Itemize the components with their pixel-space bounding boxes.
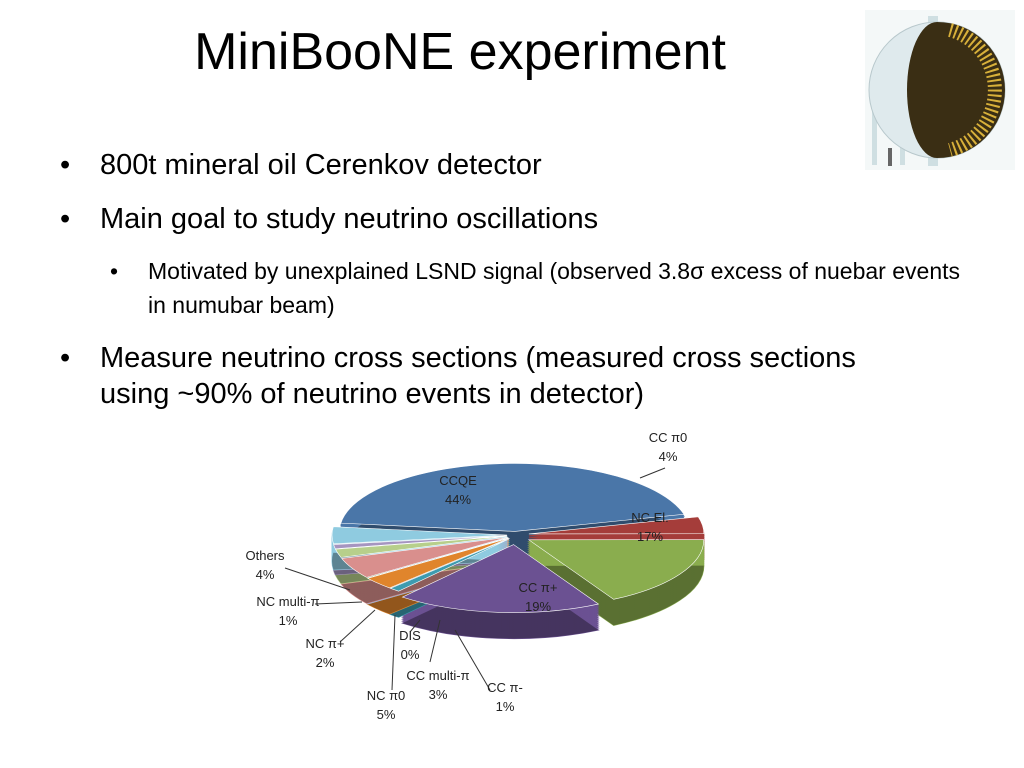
slice [527,539,705,600]
slice-value-label: 19% [525,599,551,614]
slice [528,516,705,535]
slice-value-label: 5% [377,707,396,722]
slice-label: NC El. [631,510,669,525]
slice-value-label: 0% [401,647,420,662]
bullet: 800t mineral oil Cerenkov detector [60,147,960,183]
slice-value-label: 17% [637,529,663,544]
leader-line [454,629,491,691]
slice [340,463,685,532]
slice [401,544,600,613]
slice-label: CC multi-π [406,668,469,683]
sub-bullet: Motivated by unexplained LSND signal (ob… [110,254,968,322]
bullet: Main goal to study neutrino oscillations [60,201,960,237]
leader-line [284,567,351,591]
slice [335,535,508,558]
slice-label: CC π0 [649,430,688,445]
slice-value-label: 44% [445,492,471,507]
slice-value-label: 4% [256,567,275,582]
slice [333,535,508,550]
slice-value-label: 1% [279,613,298,628]
leader-line [314,601,363,605]
slice-label: NC π0 [367,688,406,703]
bullet: Measure neutrino cross sections (measure… [60,340,900,412]
leader-line [429,619,441,663]
leader-line [639,467,666,479]
slice-label: NC π+ [306,636,345,651]
slice-label: CC π+ [519,580,558,595]
detector-illustration [865,10,1015,170]
slice-label: CCQE [439,473,477,488]
slice-label: NC multi-π [256,594,319,609]
slice [331,526,508,545]
slice-label: Others [245,548,285,563]
slice-value-label: 4% [659,449,678,464]
slice-value-label: 2% [316,655,335,670]
slice [367,537,510,589]
leader-line [339,609,376,643]
slice-value-label: 3% [429,687,448,702]
slice [341,536,508,578]
slice-tops [331,463,705,613]
slice [389,538,510,592]
leader-line [391,614,396,691]
slice-value-label: 1% [496,699,515,714]
slide-title: MiniBooNE experiment [194,23,726,81]
slice-label: DIS [399,628,421,643]
slice-label: CC π- [487,680,523,695]
leader-line [409,619,421,633]
